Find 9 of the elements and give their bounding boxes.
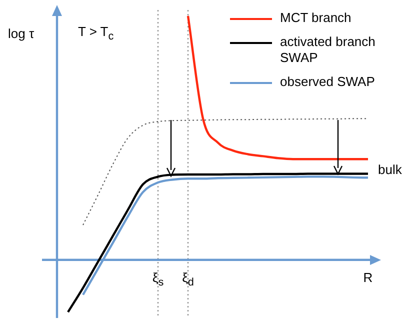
x-tick-label: ξ$_{d}$	[182, 270, 194, 290]
legend-label: MCT branch	[280, 10, 352, 26]
y-axis-title: log τ	[8, 26, 34, 41]
x-tick-label: ξ$_{s}$	[152, 270, 164, 290]
x-tick-label: R	[363, 270, 373, 285]
text: bulk	[378, 162, 402, 177]
legend-label: activated branch SWAP	[280, 34, 376, 66]
annotation: T > T$_{c}$	[78, 24, 114, 45]
legend-label: observed SWAP	[280, 74, 376, 90]
